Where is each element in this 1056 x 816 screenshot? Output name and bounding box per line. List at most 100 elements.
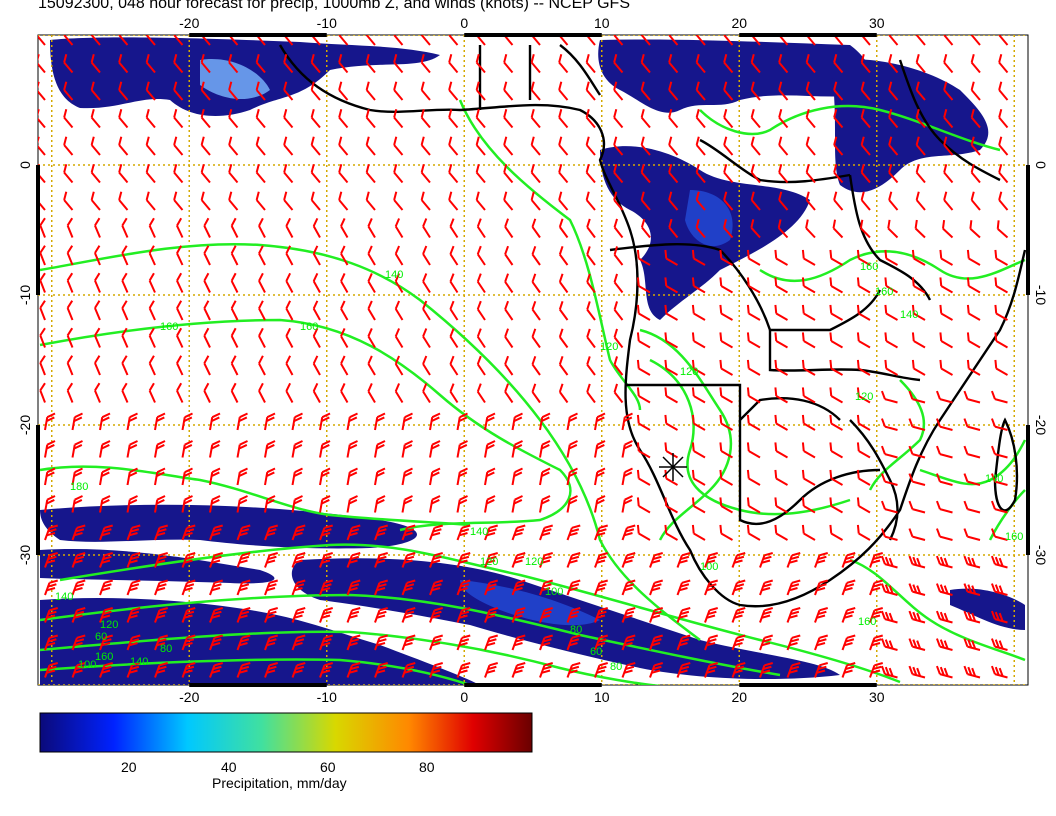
wind-barb xyxy=(312,245,321,266)
wind-barb xyxy=(613,328,624,349)
wind-barb xyxy=(476,328,486,349)
wind-barb xyxy=(704,579,719,596)
wind-barb xyxy=(805,191,816,211)
lon-tick-label-bottom: 30 xyxy=(869,689,885,705)
wind-barb xyxy=(126,607,141,623)
wind-barb xyxy=(860,81,871,101)
wind-barb xyxy=(346,524,361,541)
wind-barb xyxy=(401,412,413,431)
wind-barb xyxy=(649,552,664,568)
wind-barb xyxy=(291,467,303,486)
wind-barb xyxy=(346,662,361,678)
wind-barb xyxy=(841,607,856,623)
wind-barb xyxy=(566,495,578,513)
wind-barb xyxy=(422,383,431,404)
lon-tick-label-bottom: 0 xyxy=(460,689,468,705)
wind-barb xyxy=(970,81,981,101)
wind-barb xyxy=(911,359,926,376)
wind-barb xyxy=(539,467,551,486)
contour-label: 160 xyxy=(860,261,878,273)
wind-barb xyxy=(695,81,706,101)
wind-barb xyxy=(814,607,829,623)
wind-barb xyxy=(484,440,496,458)
wind-barb xyxy=(66,217,74,238)
lat-tick-label-left: -30 xyxy=(17,545,33,565)
wind-barb xyxy=(695,35,706,46)
wind-barb xyxy=(594,607,609,623)
wind-barb xyxy=(338,81,349,101)
wind-barb xyxy=(319,495,331,513)
wind-barb xyxy=(888,35,899,46)
wind-barb xyxy=(39,272,46,293)
wind-barb xyxy=(539,412,551,431)
wind-barb xyxy=(511,440,523,458)
lat-tick-label-right: -20 xyxy=(1033,415,1049,435)
wind-barb xyxy=(264,440,276,458)
wind-barb xyxy=(801,469,816,486)
contour-label: 60 xyxy=(590,646,602,658)
wind-barb xyxy=(203,300,211,321)
lat-tick-label-left: -20 xyxy=(17,415,33,435)
wind-barb xyxy=(291,634,306,651)
wind-barb xyxy=(420,191,431,211)
wind-barb xyxy=(346,412,358,431)
wind-barb xyxy=(908,500,926,514)
wind-barb xyxy=(829,524,843,541)
wind-barb xyxy=(236,552,251,568)
wind-barb xyxy=(145,136,156,156)
wind-barb xyxy=(484,662,499,678)
precip-area xyxy=(460,580,600,626)
wind-barb xyxy=(118,35,129,46)
wind-barb xyxy=(475,53,486,74)
wind-barb xyxy=(841,662,856,678)
wind-barb xyxy=(340,300,349,321)
wind-barb xyxy=(531,273,541,294)
wind-barb xyxy=(176,217,184,238)
wind-barb xyxy=(594,524,609,541)
lat-tick-label-right: 0 xyxy=(1033,161,1049,169)
wind-barb xyxy=(291,524,306,541)
wind-barb xyxy=(691,387,706,404)
wind-barb xyxy=(511,607,526,623)
wind-barb xyxy=(484,607,499,623)
wind-barb xyxy=(312,272,321,293)
wind-barb xyxy=(374,495,386,513)
contour-label: 120 xyxy=(680,366,698,378)
wind-barb xyxy=(558,273,569,294)
wind-barb xyxy=(640,81,651,101)
wind-barb xyxy=(39,245,46,266)
wind-barb xyxy=(640,163,651,184)
wind-barb xyxy=(374,412,386,431)
wind-barb xyxy=(181,495,193,513)
wind-barb xyxy=(558,163,569,184)
wind-barb xyxy=(511,467,523,486)
wind-barb xyxy=(154,634,169,651)
wind-barb xyxy=(338,53,349,74)
wind-barb xyxy=(264,412,276,431)
wind-barb xyxy=(39,382,46,403)
wind-barb xyxy=(801,387,816,404)
wind-barb xyxy=(346,634,361,651)
wind-barb xyxy=(209,634,224,651)
contour-line xyxy=(988,489,1026,541)
wind-barb xyxy=(258,327,266,348)
wind-barb xyxy=(420,35,431,46)
contour-label: 100 xyxy=(700,561,718,573)
wind-barb xyxy=(759,552,774,568)
wind-barb xyxy=(236,662,251,678)
wind-barb xyxy=(148,382,156,403)
wind-barb xyxy=(695,136,706,156)
wind-barb xyxy=(990,528,1008,541)
wind-barb xyxy=(915,191,926,211)
precip-area xyxy=(40,504,418,549)
wind-barb xyxy=(394,273,404,294)
lon-tick-label-bottom: 20 xyxy=(731,689,747,705)
wind-barb xyxy=(264,634,279,651)
wind-barb xyxy=(154,662,169,678)
wind-barb xyxy=(814,634,829,651)
wind-barb xyxy=(640,136,651,156)
wind-barb xyxy=(731,662,746,678)
wind-barb xyxy=(887,219,899,239)
precip-area xyxy=(200,59,270,100)
wind-barb xyxy=(990,555,1008,569)
